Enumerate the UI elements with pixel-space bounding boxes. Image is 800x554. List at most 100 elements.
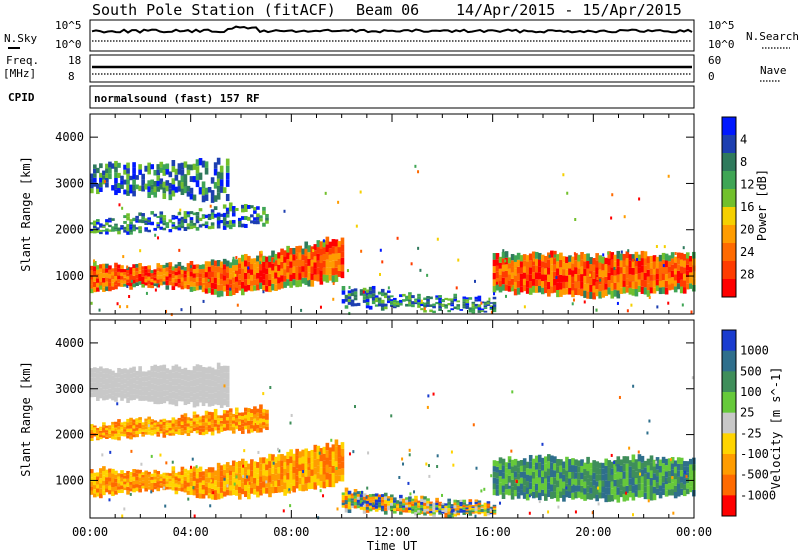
data-cell [237, 480, 242, 487]
data-cell [544, 463, 548, 472]
data-cell [99, 187, 103, 193]
data-cell [280, 485, 284, 493]
data-cell [159, 481, 164, 484]
data-cell [359, 500, 364, 504]
data-cell [204, 277, 209, 283]
data-cell [492, 512, 497, 515]
data-cell [225, 158, 230, 166]
data-cell [516, 467, 521, 474]
data-cell [102, 480, 106, 486]
colorbar-tick-label: 24 [740, 245, 754, 259]
data-cell [411, 295, 415, 299]
data-cell [195, 488, 200, 494]
data-cell [300, 308, 303, 312]
data-cell [117, 372, 121, 378]
data-cell [244, 285, 248, 292]
data-cell [679, 457, 684, 464]
data-cell [604, 257, 609, 265]
data-cell [280, 255, 284, 262]
data-cell [623, 215, 626, 219]
data-cell [674, 252, 677, 256]
data-cell [132, 227, 136, 232]
data-cell [171, 270, 176, 275]
data-cell [138, 229, 142, 234]
data-cell [250, 263, 254, 270]
data-cell [219, 465, 224, 471]
data-cell [144, 371, 148, 377]
data-cell [256, 217, 260, 221]
data-cell [607, 480, 612, 488]
data-cell [171, 460, 174, 464]
data-cell [280, 261, 284, 269]
data-cell [113, 279, 116, 283]
data-cell [283, 262, 287, 270]
data-cell [465, 305, 470, 308]
data-cell [499, 501, 502, 505]
data-cell [643, 258, 648, 266]
data-cell [144, 484, 148, 488]
data-cell [174, 483, 179, 488]
data-cell [685, 472, 690, 478]
data-cell [525, 493, 530, 501]
data-cell [132, 428, 136, 432]
data-cell [162, 383, 167, 391]
data-cell [183, 476, 188, 481]
data-cell [256, 278, 260, 285]
data-cell [177, 168, 182, 175]
data-cell [553, 463, 557, 471]
data-cell [525, 461, 530, 469]
data-cell [210, 282, 215, 289]
data-cell [207, 467, 212, 473]
data-cell [286, 272, 290, 280]
data-cell [631, 254, 636, 262]
data-cell [667, 255, 672, 262]
data-cell [128, 295, 131, 299]
data-cell [304, 277, 309, 286]
data-cell [613, 460, 618, 467]
data-cell [436, 465, 439, 469]
data-cell [688, 469, 693, 476]
data-cell [114, 372, 118, 378]
data-cell [628, 254, 633, 261]
data-cell [168, 381, 173, 388]
data-cell [150, 164, 155, 170]
data-cell [643, 486, 648, 493]
data-cell [337, 253, 342, 259]
data-cell [210, 412, 215, 417]
data-cell [186, 381, 191, 387]
data-cell [150, 276, 155, 280]
data-cell [231, 223, 236, 227]
data-cell [165, 475, 170, 479]
data-cell [637, 475, 642, 484]
data-cell [265, 480, 268, 484]
data-cell [222, 378, 227, 386]
data-cell [256, 261, 260, 268]
data-cell [180, 277, 185, 282]
data-cell [386, 300, 391, 304]
data-cell [550, 250, 554, 258]
x-tick-label: 00:00 [72, 525, 108, 539]
data-cell [268, 279, 272, 287]
data-cell [516, 287, 521, 295]
data-cell [265, 476, 269, 482]
data-cell [216, 171, 221, 179]
data-cell [504, 462, 509, 468]
data-cell [301, 254, 306, 261]
data-cell [280, 454, 284, 461]
data-cell [102, 226, 106, 229]
data-cell [547, 461, 551, 469]
data-cell [450, 512, 455, 516]
data-cell [171, 423, 176, 427]
data-cell [519, 267, 524, 274]
data-cell [108, 485, 112, 491]
data-cell [304, 476, 309, 484]
data-cell [396, 305, 400, 308]
data-cell [607, 460, 612, 468]
data-cell [340, 468, 345, 475]
data-cell [435, 301, 439, 305]
data-cell [105, 384, 109, 390]
data-cell [120, 379, 124, 385]
data-cell [231, 466, 236, 473]
data-cell [186, 486, 191, 491]
data-cell [601, 290, 606, 298]
